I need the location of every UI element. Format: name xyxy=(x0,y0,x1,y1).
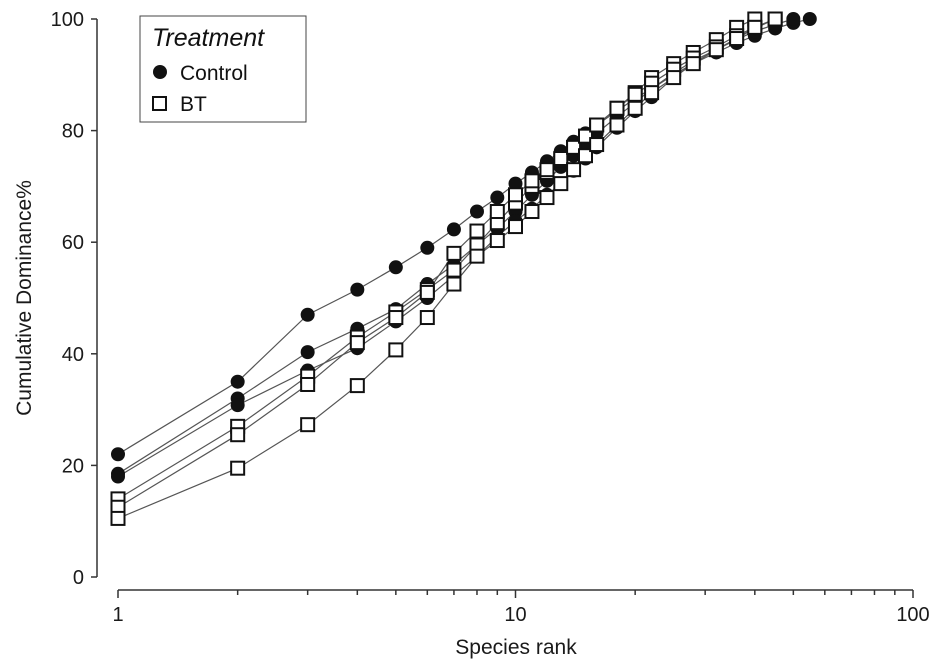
control-point xyxy=(111,447,125,462)
bt-point xyxy=(469,248,485,264)
y-tick-label: 20 xyxy=(62,455,84,477)
x-ticks: 1 10 100 xyxy=(112,590,930,626)
bt-point xyxy=(419,284,435,300)
bt-point xyxy=(729,31,745,47)
bt-point xyxy=(446,245,462,261)
control-point xyxy=(446,222,461,237)
control-point xyxy=(388,260,403,275)
bt-point xyxy=(469,223,485,239)
bt-point xyxy=(589,137,605,153)
bt-point xyxy=(566,162,582,178)
y-axis-title: Cumulative Dominance% xyxy=(13,180,36,416)
bt-point xyxy=(577,128,593,144)
y-tick-label: 80 xyxy=(62,121,84,143)
bt-point xyxy=(644,85,660,101)
bt-point xyxy=(708,42,724,58)
bt-point xyxy=(577,148,593,164)
bt-point xyxy=(489,204,505,220)
bt-point xyxy=(110,510,126,526)
y-tick-label: 0 xyxy=(73,567,84,589)
control-point xyxy=(230,374,245,389)
bt-point xyxy=(539,162,555,178)
bt-point xyxy=(230,460,246,476)
legend-control-label: Control xyxy=(180,62,248,85)
bt-point xyxy=(419,310,435,326)
bt-point xyxy=(300,376,316,392)
bt-point xyxy=(685,56,701,72)
bt-point xyxy=(589,117,605,133)
series-markers xyxy=(110,11,817,526)
legend-box xyxy=(139,15,307,123)
bt-point xyxy=(539,190,555,206)
bt-point xyxy=(747,19,763,35)
bt-point xyxy=(508,187,523,203)
control-point xyxy=(300,307,315,322)
bt-point xyxy=(666,70,682,86)
bt-point xyxy=(349,335,365,351)
control-point xyxy=(300,345,315,360)
control-point xyxy=(111,469,125,484)
bt-point xyxy=(508,219,523,235)
bt-point xyxy=(349,378,365,394)
axes: 0 20 40 60 80 100 1 10 100 xyxy=(51,9,930,626)
control-point xyxy=(230,398,245,413)
legend-control-marker xyxy=(153,65,167,79)
x-tick-label: 10 xyxy=(504,604,526,626)
y-ticks: 0 20 40 60 80 100 xyxy=(51,9,97,589)
control-point xyxy=(469,204,484,219)
control-point xyxy=(420,240,435,255)
bt-point xyxy=(524,204,540,220)
x-tick-label: 100 xyxy=(896,604,929,626)
bt-point xyxy=(388,310,404,326)
bt-point xyxy=(609,117,625,133)
y-tick-label: 100 xyxy=(51,9,84,31)
bt-point xyxy=(566,139,582,155)
legend-bt-marker xyxy=(152,96,167,111)
legend-title: Treatment xyxy=(152,24,265,52)
control-point xyxy=(350,282,365,297)
bt-point xyxy=(489,233,505,249)
control-point xyxy=(508,176,523,191)
bt-point xyxy=(300,417,316,433)
control-point xyxy=(490,190,505,205)
bt-point xyxy=(609,100,625,116)
bt-point xyxy=(446,262,462,278)
y-tick-label: 40 xyxy=(62,344,84,366)
bt-point xyxy=(524,173,540,189)
bt-point xyxy=(627,100,643,116)
series-bt-5 xyxy=(110,11,783,526)
bt-point xyxy=(553,176,569,192)
bt-point xyxy=(446,276,462,292)
y-tick-label: 60 xyxy=(62,232,84,254)
bt-point xyxy=(230,427,246,443)
bt-point xyxy=(627,86,643,102)
control-point xyxy=(802,12,817,26)
bt-point xyxy=(388,342,404,358)
legend-bt-label: BT xyxy=(180,93,207,116)
bt-point xyxy=(553,151,569,166)
x-tick-label: 1 xyxy=(112,604,123,626)
bt-point xyxy=(767,11,783,27)
legend: Treatment Control BT xyxy=(139,15,307,123)
control-point xyxy=(786,12,801,26)
x-axis-title: Species rank xyxy=(455,636,577,659)
